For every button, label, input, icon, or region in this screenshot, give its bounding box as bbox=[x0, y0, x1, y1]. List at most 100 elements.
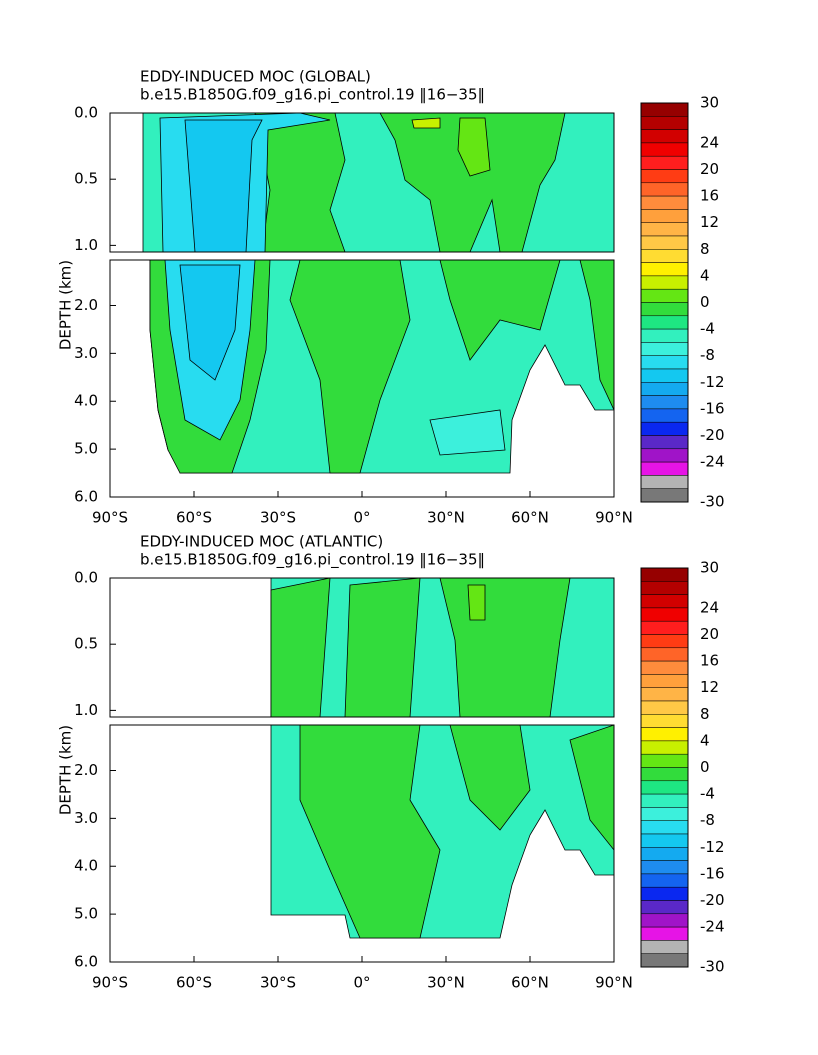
chart-title: EDDY-INDUCED MOC (ATLANTIC) bbox=[140, 533, 383, 551]
colorbar-box bbox=[640, 900, 689, 915]
colorbar-label: -12 bbox=[700, 838, 725, 856]
colorbar-box bbox=[640, 195, 689, 210]
colorbar-box bbox=[640, 913, 689, 928]
colorbar-label: 30 bbox=[700, 94, 719, 112]
contour-fill bbox=[270, 725, 614, 939]
y-tick-label: 4.0 bbox=[74, 857, 98, 875]
colorbar-box bbox=[640, 926, 689, 941]
colorbar-label: -24 bbox=[700, 918, 725, 936]
x-tick-label: 0° bbox=[353, 974, 370, 992]
x-tick-label: 0° bbox=[353, 509, 370, 527]
chart-subtitle: b.e15.B1850G.f09_g16.pi_control.19 ‖16−3… bbox=[140, 551, 485, 570]
colorbar-label: 8 bbox=[700, 240, 710, 258]
colorbar-label: -12 bbox=[700, 373, 725, 391]
colorbar-box bbox=[640, 209, 689, 223]
colorbar-box bbox=[640, 448, 689, 463]
x-tick-label: 60°S bbox=[176, 974, 212, 992]
colorbar-box bbox=[640, 328, 689, 343]
colorbar-label: -4 bbox=[700, 785, 715, 803]
colorbar-box bbox=[640, 860, 689, 875]
colorbar-label: 12 bbox=[700, 213, 719, 231]
y-tick-label: 4.0 bbox=[74, 392, 98, 410]
colorbar-box bbox=[640, 461, 689, 476]
y-tick-label: 0.5 bbox=[74, 170, 98, 188]
x-tick-label: 90°S bbox=[92, 974, 128, 992]
colorbar-frame bbox=[640, 567, 689, 968]
colorbar-box bbox=[640, 780, 689, 795]
chart-subtitle: b.e15.B1850G.f09_g16.pi_control.19 ‖16−3… bbox=[140, 86, 485, 105]
colorbar-box bbox=[640, 647, 689, 662]
colorbar-label: 12 bbox=[700, 678, 719, 696]
y-axis-label: DEPTH (km) bbox=[57, 260, 75, 350]
x-tick-label: 90°S bbox=[92, 509, 128, 527]
colorbar-box bbox=[640, 660, 689, 675]
colorbar-box bbox=[640, 262, 689, 277]
colorbar-label: 4 bbox=[700, 731, 710, 749]
contour-fill bbox=[142, 113, 614, 252]
colorbar-label: -24 bbox=[700, 453, 725, 471]
colorbar-label: 20 bbox=[700, 625, 719, 643]
colorbar-box bbox=[640, 581, 689, 595]
y-tick-label: 6.0 bbox=[74, 953, 98, 971]
colorbar-box bbox=[640, 940, 689, 954]
colorbar-box bbox=[640, 395, 689, 410]
y-tick-label: 0.5 bbox=[74, 635, 98, 653]
x-tick-label: 60°N bbox=[511, 974, 549, 992]
colorbar-label: -30 bbox=[700, 493, 725, 511]
colorbar-label: 24 bbox=[700, 133, 719, 151]
x-tick-label: 30°S bbox=[260, 509, 296, 527]
colorbar-box bbox=[640, 116, 689, 130]
colorbar-label: 0 bbox=[700, 293, 710, 311]
colorbar-label: -4 bbox=[700, 320, 715, 338]
colorbar-box bbox=[640, 674, 689, 688]
y-tick-label: 0.0 bbox=[74, 569, 98, 587]
colorbar-box bbox=[640, 753, 689, 768]
colorbar-box bbox=[640, 382, 689, 396]
colorbar-box bbox=[640, 169, 689, 184]
colorbar-label: 8 bbox=[700, 705, 710, 723]
colorbar-box bbox=[640, 475, 689, 489]
colorbar-box bbox=[640, 488, 689, 503]
y-tick-label: 1.0 bbox=[74, 236, 98, 254]
y-tick-label: 6.0 bbox=[74, 488, 98, 506]
colorbar-label: 4 bbox=[700, 266, 710, 284]
contour-fill bbox=[270, 578, 614, 717]
colorbar-box bbox=[640, 315, 689, 330]
colorbar-label: 0 bbox=[700, 758, 710, 776]
colorbar-box bbox=[640, 129, 689, 144]
colorbar-label: -8 bbox=[700, 346, 715, 364]
colorbar-box bbox=[640, 820, 689, 835]
colorbar-box bbox=[640, 727, 689, 742]
colorbar-label: 24 bbox=[700, 598, 719, 616]
y-axis-label: DEPTH (km) bbox=[57, 725, 75, 815]
plot-frame bbox=[109, 577, 615, 718]
y-tick-label: 5.0 bbox=[74, 905, 98, 923]
y-tick-label: 0.0 bbox=[74, 104, 98, 122]
colorbar-box bbox=[640, 222, 689, 237]
colorbar-label: 16 bbox=[700, 187, 719, 205]
y-tick-label: 2.0 bbox=[74, 296, 98, 314]
colorbar-box bbox=[640, 634, 689, 649]
colorbar-label: 20 bbox=[700, 160, 719, 178]
colorbar-box bbox=[640, 355, 689, 370]
y-tick-label: 2.0 bbox=[74, 761, 98, 779]
colorbar-box bbox=[640, 342, 689, 356]
colorbar-box bbox=[640, 235, 689, 250]
colorbar-box bbox=[640, 102, 689, 117]
colorbar-box bbox=[640, 421, 689, 436]
colorbar-box bbox=[640, 953, 689, 968]
colorbar-box bbox=[640, 155, 689, 170]
colorbar-box bbox=[640, 714, 689, 728]
colorbar-box bbox=[640, 275, 689, 290]
colorbar-box bbox=[640, 847, 689, 861]
colorbar-box bbox=[640, 620, 689, 635]
colorbar-box bbox=[640, 873, 689, 888]
y-tick-label: 3.0 bbox=[74, 344, 98, 362]
colorbar-label: -20 bbox=[700, 891, 725, 909]
colorbar-label: -30 bbox=[700, 958, 725, 976]
colorbar-box bbox=[640, 288, 689, 303]
colorbar-box bbox=[640, 249, 689, 263]
colorbar-box bbox=[640, 567, 689, 582]
x-tick-label: 30°N bbox=[427, 974, 465, 992]
colorbar-box bbox=[640, 687, 689, 702]
